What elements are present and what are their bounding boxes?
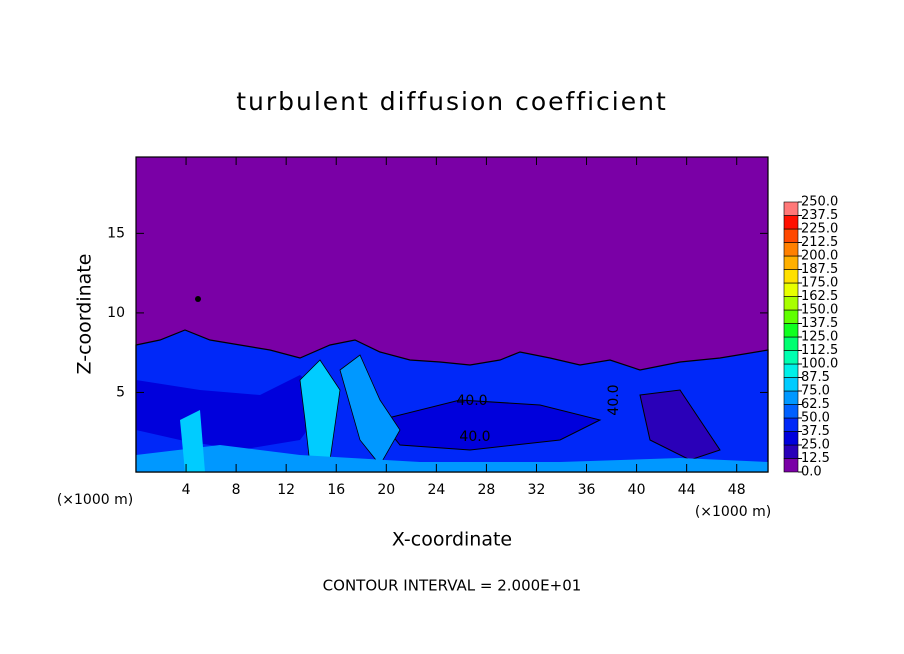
field-region [639, 389, 721, 461]
x-tick-label: 16 [327, 482, 345, 498]
colorbar-label: 112.5 [801, 343, 838, 358]
chart-title: turbulent diffusion coefficient [236, 87, 668, 116]
colorbar-label: 175.0 [801, 276, 838, 291]
colorbar-label: 137.5 [801, 316, 838, 331]
colorbar-swatch [783, 309, 799, 324]
colorbar-swatch [783, 242, 799, 257]
x-tick-label: 48 [728, 482, 746, 498]
contour-label: 40.0 [606, 384, 622, 415]
colorbar-swatch [783, 255, 799, 270]
colorbar-swatch [783, 269, 799, 284]
colorbar-label: 212.5 [801, 235, 838, 250]
field-region [180, 410, 205, 472]
colorbar-label: 25.0 [801, 438, 830, 453]
contour-label: 40.0 [456, 393, 487, 409]
x-tick-label: 12 [277, 482, 295, 498]
x-tick-label: 28 [478, 482, 496, 498]
x-tick-label: 4 [182, 482, 191, 498]
colorbar-swatch [783, 363, 799, 378]
x-tick-label: 8 [232, 482, 241, 498]
colorbar-swatch [783, 323, 799, 338]
colorbar-swatch [783, 215, 799, 230]
colorbar-label: 250.0 [801, 195, 838, 210]
x-axis-label: X-coordinate [392, 529, 512, 551]
colorbar-swatch [783, 390, 799, 405]
colorbar-swatch [783, 417, 799, 432]
x-unit: (×1000 m) [57, 492, 133, 508]
x-tick-label: 32 [528, 482, 546, 498]
colorbar-swatch [783, 444, 799, 459]
colorbar-label: 125.0 [801, 330, 838, 345]
colorbar-swatch [783, 431, 799, 446]
colorbar-label: 0.0 [801, 465, 822, 480]
colorbar-label: 200.0 [801, 249, 838, 264]
colorbar-label: 75.0 [801, 384, 830, 399]
y-tick-label: 10 [107, 305, 125, 321]
y-tick-label: 15 [107, 225, 125, 241]
field-spot [195, 296, 201, 302]
plot-frame [135, 156, 769, 473]
field-region [136, 445, 768, 472]
plot-area [135, 156, 769, 473]
field-region [379, 399, 602, 451]
colorbar-label: 100.0 [801, 357, 838, 372]
colorbar-label: 50.0 [801, 411, 830, 426]
y-axis-label: Z-coordinate [74, 254, 96, 375]
colorbar-label: 237.5 [801, 208, 838, 223]
field-region [339, 354, 401, 466]
colorbar-swatch [783, 377, 799, 392]
x-tick-label: 24 [427, 482, 445, 498]
x-tick-label: 36 [578, 482, 596, 498]
colorbar-swatch [783, 228, 799, 243]
colorbar-swatch [783, 201, 799, 216]
colorbar-label: 187.5 [801, 262, 838, 277]
colorbar-label: 37.5 [801, 424, 830, 439]
contour-label: 40.0 [459, 429, 490, 445]
colorbar-swatch [783, 296, 799, 311]
colorbar-label: 225.0 [801, 222, 838, 237]
x-tick-label: 20 [377, 482, 395, 498]
colorbar-label: 162.5 [801, 289, 838, 304]
x-tick-label: 44 [678, 482, 696, 498]
colorbar-label: 12.5 [801, 451, 830, 466]
footer: CONTOUR INTERVAL = 2.000E+01 [323, 577, 582, 595]
x-tick-label: 40 [628, 482, 646, 498]
colorbar-swatch [783, 404, 799, 419]
y-tick-label: 5 [116, 384, 125, 400]
x-unit: (×1000 m) [695, 504, 771, 520]
colorbar-label: 62.5 [801, 397, 830, 412]
colorbar-swatch [783, 458, 799, 473]
colorbar-swatch [783, 350, 799, 365]
colorbar-swatch [783, 282, 799, 297]
colorbar-swatch [783, 336, 799, 351]
colorbar-label: 87.5 [801, 370, 830, 385]
colorbar-label: 150.0 [801, 303, 838, 318]
